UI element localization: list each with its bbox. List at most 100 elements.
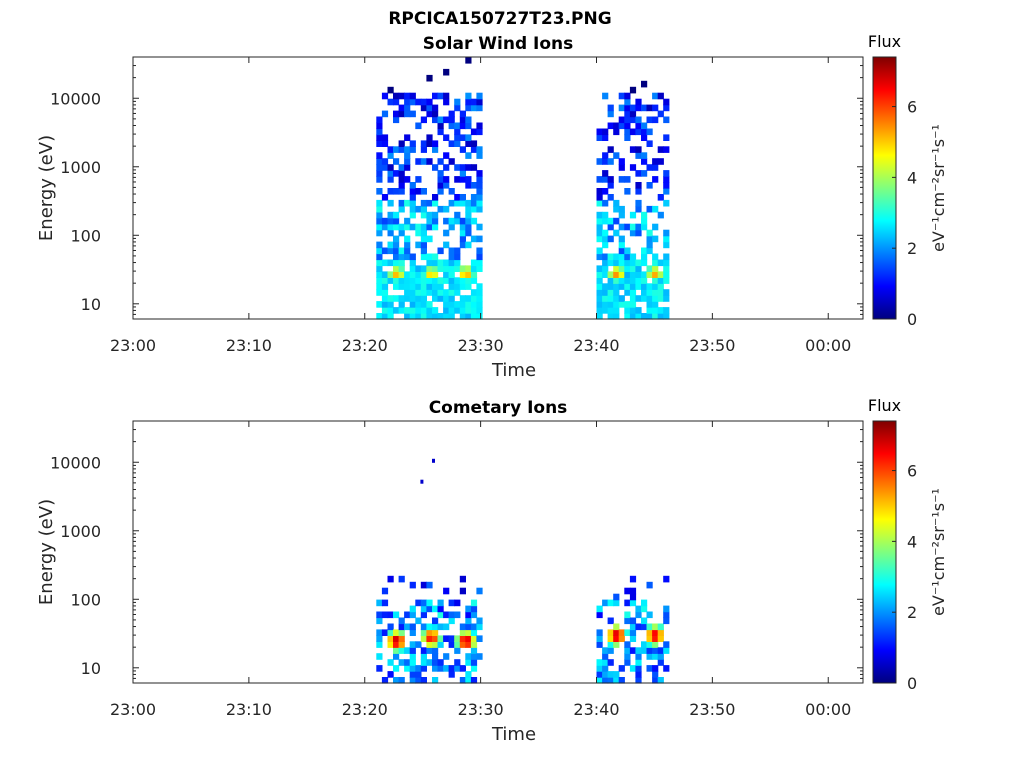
- heatmap-cell: [613, 635, 620, 642]
- heatmap-cell: [381, 247, 389, 255]
- heatmap-cell: [409, 623, 416, 631]
- heatmap-cell: [635, 665, 642, 672]
- x-tick-label: 23:30: [458, 700, 504, 719]
- colorbar-title: Flux: [868, 32, 901, 51]
- heatmap-cell: [624, 104, 631, 112]
- heatmap-cell: [652, 295, 659, 302]
- heatmap-cell: [613, 205, 620, 213]
- heatmap-cell: [465, 199, 472, 207]
- heatmap-cell: [624, 277, 631, 284]
- heatmap-cell: [476, 313, 483, 320]
- heatmap-cell: [602, 599, 609, 607]
- heatmap-cell: [596, 635, 603, 642]
- heatmap-cell: [393, 277, 400, 284]
- heatmap-cell: [635, 199, 642, 207]
- heatmap-cell: [624, 629, 631, 636]
- heatmap-cell: [635, 170, 642, 177]
- heatmap-cell: [629, 128, 637, 136]
- heatmap-cell: [448, 199, 455, 207]
- heatmap-cell: [398, 575, 405, 583]
- heatmap-cell: [476, 146, 483, 153]
- heatmap-cell: [618, 235, 625, 243]
- heatmap-cell: [629, 110, 637, 118]
- heatmap-cell: [420, 277, 427, 284]
- heatmap-cell: [437, 599, 444, 607]
- y-axis-label: Energy (eV): [36, 499, 57, 605]
- heatmap-cell: [398, 164, 405, 171]
- heatmap-cell: [663, 176, 670, 183]
- heatmap-cell: [381, 194, 389, 201]
- heatmap-cell: [381, 301, 389, 308]
- heatmap-cell: [635, 104, 642, 112]
- heatmap-cell: [635, 271, 642, 278]
- heatmap-cell: [596, 611, 603, 619]
- heatmap-cell: [426, 217, 433, 225]
- heatmap-cell: [470, 235, 478, 243]
- heatmap-cell: [465, 635, 472, 642]
- heatmap-cell: [381, 271, 389, 278]
- heatmap-cell: [443, 611, 450, 619]
- heatmap-cell: [426, 98, 433, 106]
- heatmap-cell: [432, 259, 439, 267]
- heatmap-cell: [476, 259, 483, 267]
- heatmap-cell: [646, 301, 653, 308]
- heatmap-cell: [398, 635, 405, 642]
- heatmap-cell: [420, 271, 427, 278]
- heatmap-cell: [443, 289, 450, 296]
- heatmap-cell: [613, 253, 620, 261]
- heatmap-cell: [398, 92, 405, 100]
- heatmap-cell: [448, 617, 455, 625]
- heatmap-cell: [387, 611, 394, 619]
- heatmap-cell: [443, 313, 450, 320]
- heatmap-cell: [432, 92, 439, 100]
- heatmap-cell: [618, 265, 625, 272]
- heatmap-cell: [387, 211, 394, 219]
- heatmap-cell: [387, 641, 394, 648]
- heatmap-cell: [432, 223, 439, 231]
- heatmap-cell: [398, 271, 405, 278]
- heatmap-cell: [602, 295, 609, 302]
- heatmap-cell: [470, 217, 478, 225]
- heatmap-cell: [398, 659, 405, 666]
- heatmap-cell: [663, 182, 670, 189]
- heatmap-cell: [476, 223, 483, 231]
- x-tick-label: 00:00: [805, 336, 851, 355]
- heatmap-cell: [443, 271, 450, 278]
- heatmap-cell: [596, 313, 603, 320]
- heatmap-cell: [404, 223, 411, 231]
- heatmap-cell: [646, 241, 653, 249]
- heatmap-cell: [663, 313, 670, 320]
- heatmap-cell: [602, 671, 609, 678]
- heatmap-cell: [641, 259, 648, 267]
- heatmap-cell: [420, 623, 427, 631]
- heatmap-cell: [398, 140, 405, 147]
- heatmap-cell: [607, 289, 614, 296]
- heatmap-cell: [618, 122, 625, 130]
- heatmap-cell: [376, 229, 383, 237]
- heatmap-cell: [420, 283, 427, 290]
- heatmap-cell: [602, 253, 609, 261]
- heatmap-cell: [476, 587, 483, 595]
- heatmap-cell: [635, 277, 642, 284]
- heatmap-cell: [393, 259, 400, 267]
- heatmap-cell: [618, 116, 625, 124]
- heatmap-cell: [437, 122, 444, 130]
- heatmap-cell: [448, 277, 455, 284]
- heatmap-cell: [381, 283, 389, 290]
- heatmap-cell: [454, 140, 461, 147]
- heatmap-cell: [465, 134, 472, 141]
- heatmap-cell: [646, 623, 653, 631]
- heatmap-cell: [398, 110, 405, 118]
- heatmap-cell: [635, 182, 642, 189]
- heatmap-cell: [387, 629, 394, 636]
- heatmap-cell: [596, 253, 603, 261]
- heatmap-cell: [613, 277, 620, 284]
- heatmap-cell: [398, 205, 405, 213]
- heatmap-cell: [404, 92, 411, 100]
- heatmap-cell: [432, 641, 439, 648]
- heatmap-cell: [657, 295, 664, 302]
- heatmap-cell: [624, 641, 631, 648]
- heatmap-cell: [387, 671, 394, 678]
- heatmap-cell: [443, 229, 450, 237]
- heatmap-cell: [663, 116, 670, 124]
